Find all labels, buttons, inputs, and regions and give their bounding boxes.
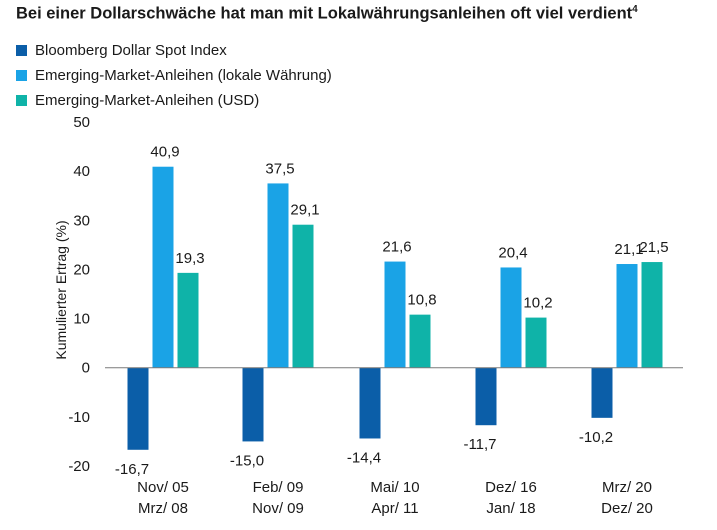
x-tick-label: Dez/ 20 [601,500,653,517]
bar [525,317,547,368]
bar [475,367,497,426]
x-tick-label: Mai/ 10 [370,479,419,496]
bar [641,262,663,368]
chart-title-text: Bei einer Dollarschwäche hat man mit Lok… [16,4,633,23]
legend-swatch-em-local [16,70,27,81]
data-label: -16,7 [115,461,149,478]
legend-item-dollar-index: Bloomberg Dollar Spot Index [16,38,332,63]
bar [384,261,406,368]
legend-label-em-usd: Emerging-Market-Anleihen (USD) [35,92,260,109]
bar [242,367,264,442]
y-tick-label: -20 [68,458,90,475]
legend-item-em-usd: Emerging-Market-Anleihen (USD) [16,88,332,113]
y-tick-label: 30 [73,212,90,229]
legend-swatch-em-usd [16,95,27,106]
data-label: -11,7 [463,436,496,453]
bar [359,367,381,439]
x-tick-label: Mrz/ 08 [138,500,188,517]
chart-title: Bei einer Dollarschwäche hat man mit Lok… [16,4,638,24]
y-tick-label: 10 [73,311,90,328]
y-tick-label: 40 [73,163,90,180]
bar [500,267,522,368]
y-axis-title: Kumulierter Ertrag (%) [53,220,69,359]
data-label: -15,0 [230,452,264,469]
x-tick-label: Nov/ 05 [137,479,189,496]
bar [292,224,314,368]
data-label: 10,2 [523,295,552,312]
legend-label-dollar-index: Bloomberg Dollar Spot Index [35,42,227,59]
y-tick-label: 50 [73,114,90,131]
data-label: 37,5 [265,160,294,177]
bar [616,264,638,368]
bar [177,272,199,368]
bar [591,367,613,418]
x-tick-label: Jan/ 18 [486,500,535,517]
data-label: 40,9 [150,144,179,161]
data-label: -10,2 [579,429,613,446]
x-tick-label: Feb/ 09 [253,479,304,496]
data-label: 21,1 [614,241,643,258]
y-tick-label: 20 [73,261,90,278]
data-label: -14,4 [347,449,381,466]
data-label: 19,3 [175,250,204,267]
legend: Bloomberg Dollar Spot Index Emerging-Mar… [16,38,332,113]
legend-label-em-local: Emerging-Market-Anleihen (lokale Währung… [35,67,332,84]
x-tick-label: Apr/ 11 [371,500,418,517]
x-tick-label: Mrz/ 20 [602,479,652,496]
legend-item-em-local: Emerging-Market-Anleihen (lokale Währung… [16,63,332,88]
x-tick-label: Nov/ 09 [252,500,304,517]
data-label: 20,4 [498,244,527,261]
data-label: 21,5 [639,239,668,256]
bar [267,183,289,368]
bar [127,367,149,450]
data-label: 21,6 [382,239,411,256]
y-tick-label: -10 [68,409,90,426]
chart-title-footnote: 4 [632,4,638,15]
bar [152,166,174,368]
data-label: 10,8 [407,292,436,309]
data-label: 29,1 [290,202,319,219]
x-tick-label: Dez/ 16 [485,479,537,496]
y-tick-label: 0 [82,360,90,377]
legend-swatch-dollar-index [16,45,27,56]
bar [409,314,431,368]
